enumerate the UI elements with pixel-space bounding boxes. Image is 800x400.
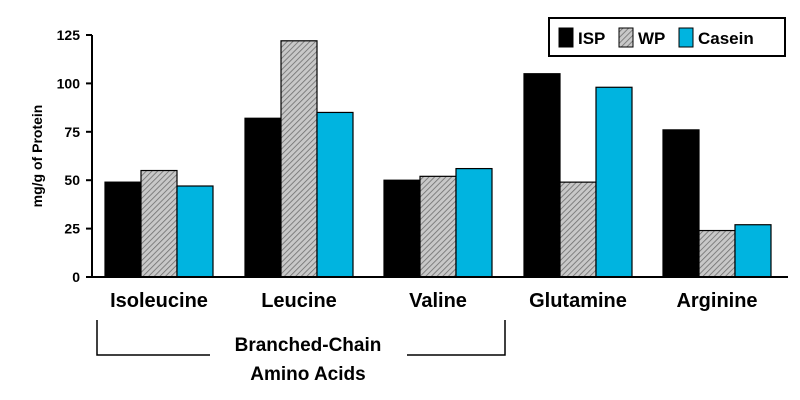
bar-isp-glutamine: [523, 73, 561, 278]
legend-label-wp: WP: [638, 29, 665, 48]
legend-swatch-isp: [558, 27, 574, 48]
bar-wp-leucine: [280, 40, 318, 278]
y-tick-label-25: 25: [64, 221, 80, 237]
legend: ISP WP Casein: [548, 17, 786, 57]
x-category-label-leucine: Leucine: [261, 290, 337, 312]
bar-isp-valine: [383, 179, 421, 278]
bar-isp-leucine: [244, 117, 282, 278]
bar-casein-isoleucine: [176, 185, 214, 278]
bar-casein-valine: [455, 167, 493, 278]
legend-box: [548, 17, 786, 57]
legend-label-casein: Casein: [698, 29, 754, 48]
bar-casein-glutamine: [595, 86, 633, 278]
bars-layer: [104, 40, 772, 278]
group-label-line2: Amino Acids: [250, 364, 365, 385]
bar-casein-arginine: [734, 224, 772, 278]
legend-swatch-wp: [618, 27, 634, 48]
y-tick-label-100: 100: [57, 75, 81, 91]
x-category-label-arginine: Arginine: [676, 290, 757, 312]
bar-isp-isoleucine: [104, 181, 142, 278]
x-category-label-isoleucine: Isoleucine: [110, 290, 208, 312]
legend-label-isp: ISP: [578, 29, 605, 48]
bracket-left: [96, 320, 210, 356]
y-tick-label-0: 0: [72, 269, 80, 285]
branched-chain-bracket: Branched-Chain Amino Acids: [96, 320, 506, 385]
bar-wp-arginine: [698, 229, 736, 278]
bar-wp-glutamine: [559, 181, 597, 278]
x-category-label-valine: Valine: [409, 290, 467, 312]
y-tick-label-50: 50: [64, 172, 80, 188]
bracket-right: [407, 320, 506, 356]
y-tick-label-75: 75: [64, 124, 80, 140]
x-labels-layer: Isoleucine Leucine Valine Glutamine Arginine: [110, 290, 757, 312]
x-category-label-glutamine: Glutamine: [529, 290, 627, 312]
bar-casein-leucine: [316, 111, 354, 278]
group-label-line1: Branched-Chain: [235, 335, 382, 356]
bar-wp-isoleucine: [140, 169, 178, 278]
y-tick-label-125: 125: [57, 27, 81, 43]
bar-isp-arginine: [662, 129, 700, 278]
y-ticks-layer: 0 25 50 75 100 125: [57, 27, 92, 285]
bar-wp-valine: [419, 175, 457, 278]
legend-swatch-casein: [678, 27, 694, 48]
y-axis-label: mg/g of Protein: [29, 105, 45, 208]
